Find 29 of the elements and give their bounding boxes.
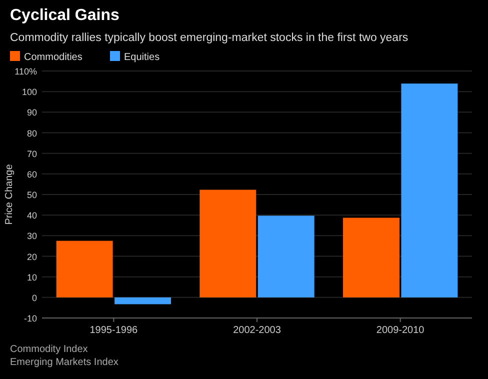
y-tick-label: 40: [26, 210, 37, 221]
bar: [114, 297, 171, 304]
y-tick-label: 100: [22, 87, 37, 98]
y-tick-label: 30: [26, 231, 37, 242]
y-tick-label: 50: [26, 190, 37, 200]
y-tick-label: 10: [26, 272, 37, 282]
bar: [343, 218, 400, 298]
y-tick-label: 110%: [14, 66, 37, 76]
chart-title: Cyclical Gains: [10, 7, 120, 24]
text: Emerging Markets Index: [10, 357, 118, 368]
y-tick-label: -10: [24, 314, 37, 324]
y-axis-title: Price Change: [4, 164, 15, 225]
y-tick-label: 0: [32, 292, 37, 303]
x-tick-label: 1995-1996: [90, 325, 138, 336]
y-tick-label: 20: [26, 252, 37, 262]
legend-label: Commodities: [24, 52, 82, 63]
bar: [401, 84, 458, 298]
bar: [200, 190, 256, 298]
y-tick-label: 60: [26, 169, 37, 180]
y-tick-label: 80: [26, 128, 37, 138]
text: Commodity Index: [10, 344, 88, 355]
y-tick-label: 90: [26, 108, 37, 118]
chart-subtitle: Commodity rallies typically boost emerging-market stocks in the first two years: [10, 32, 408, 44]
bar: [56, 240, 113, 298]
legend-label: Equities: [124, 52, 160, 63]
x-tick-label: 2002-2003: [233, 325, 282, 336]
bar: [258, 216, 314, 298]
x-tick-label: 2009-2010: [376, 325, 425, 336]
y-tick-label: 70: [26, 148, 37, 159]
